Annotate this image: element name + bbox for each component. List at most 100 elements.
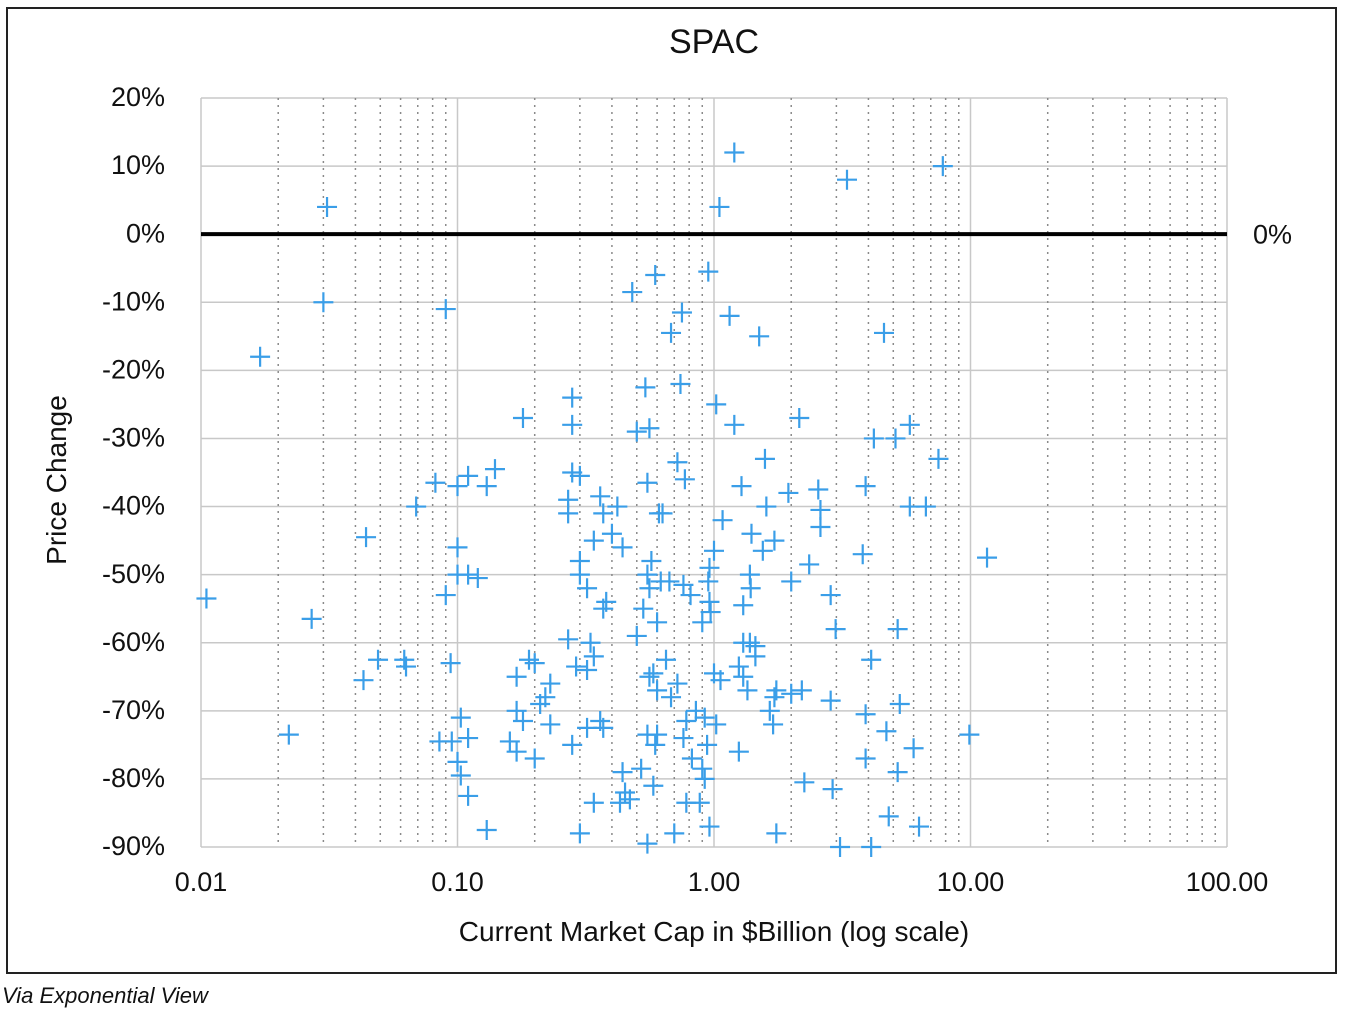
x-axis-tick-labels: 0.01 0.10 1.00 10.00 100.00 <box>175 867 1269 897</box>
data-point <box>499 731 520 752</box>
data-point <box>583 530 604 551</box>
data-point <box>637 724 658 745</box>
data-point <box>609 792 630 813</box>
data-point <box>671 302 692 323</box>
data-point <box>740 578 761 599</box>
data-point <box>467 568 488 589</box>
data-point <box>749 326 770 347</box>
data-point <box>731 476 752 497</box>
data-point <box>680 585 701 606</box>
data-point <box>583 646 604 667</box>
data-point <box>652 503 673 524</box>
data-point <box>712 510 733 531</box>
data-point <box>667 452 688 473</box>
data-point <box>590 486 611 507</box>
data-point <box>639 578 660 599</box>
data-point <box>889 694 910 715</box>
x-tick-label: 100.00 <box>1186 867 1269 897</box>
data-point <box>429 731 450 752</box>
data-point <box>698 261 719 282</box>
data-point <box>643 663 664 684</box>
data-point <box>909 816 930 837</box>
data-point <box>645 265 666 286</box>
data-point <box>637 564 658 585</box>
data-point <box>825 619 846 640</box>
y-tick-label: -50% <box>102 559 165 589</box>
data-point <box>694 768 715 789</box>
data-point <box>700 602 721 623</box>
data-point <box>887 762 908 783</box>
data-point <box>435 299 456 320</box>
data-point <box>458 564 479 585</box>
data-point <box>699 816 720 837</box>
data-point <box>789 408 810 429</box>
grid-lines <box>200 97 1228 848</box>
y-tick-label: -80% <box>102 763 165 793</box>
data-point <box>764 687 785 708</box>
data-point <box>855 704 876 725</box>
data-point <box>569 564 590 585</box>
data-point <box>810 516 831 537</box>
data-point <box>196 588 217 609</box>
data-point <box>699 557 720 578</box>
data-point <box>647 612 668 633</box>
data-point <box>458 785 479 806</box>
data-point <box>710 670 731 691</box>
data-point <box>808 479 829 500</box>
data-point <box>778 482 799 503</box>
data-point <box>733 666 754 687</box>
data-point <box>566 656 587 677</box>
data-point <box>301 608 322 629</box>
data-point <box>643 775 664 796</box>
y-tick-label: -10% <box>102 286 165 316</box>
y-tick-label: -70% <box>102 695 165 725</box>
data-point <box>458 465 479 486</box>
x-tick-label: 0.10 <box>431 867 484 897</box>
data-point <box>583 792 604 813</box>
data-point <box>741 523 762 544</box>
data-point <box>756 496 777 517</box>
data-point <box>313 292 334 313</box>
y-tick-label: -20% <box>102 354 165 384</box>
data-point <box>590 711 611 732</box>
data-point <box>674 469 695 490</box>
data-point <box>512 408 533 429</box>
data-point <box>447 476 468 497</box>
data-point <box>447 751 468 772</box>
data-point <box>932 156 953 177</box>
data-point <box>887 619 908 640</box>
data-point <box>830 837 851 857</box>
data-point <box>577 578 598 599</box>
data-point <box>739 632 760 653</box>
data-point <box>484 459 505 480</box>
y-tick-label: 0% <box>126 218 165 248</box>
data-point <box>855 476 876 497</box>
data-point <box>876 721 897 742</box>
data-point <box>791 680 812 701</box>
data-point <box>580 632 601 653</box>
data-point <box>639 418 660 439</box>
data-point <box>562 414 583 435</box>
data-point <box>676 792 697 813</box>
data-point <box>692 758 713 779</box>
data-point <box>540 714 561 735</box>
data-point <box>863 428 884 449</box>
data-point <box>781 683 802 704</box>
data-point <box>641 551 662 572</box>
data-point <box>396 656 417 677</box>
data-point <box>506 666 527 687</box>
data-point <box>681 748 702 769</box>
data-point <box>861 649 882 670</box>
data-point <box>656 649 677 670</box>
data-points <box>196 142 998 857</box>
data-point <box>855 748 876 769</box>
data-point <box>447 537 468 558</box>
data-point <box>450 707 471 728</box>
data-point <box>519 649 539 670</box>
data-point <box>637 833 658 854</box>
data-point <box>593 503 614 524</box>
data-point <box>704 540 724 561</box>
data-point <box>650 571 671 592</box>
data-point <box>607 496 628 517</box>
y-axis-tick-labels: 20% 10% 0% -10% -20% -30% -40% -50% -60% -70% -80%… <box>102 82 165 861</box>
